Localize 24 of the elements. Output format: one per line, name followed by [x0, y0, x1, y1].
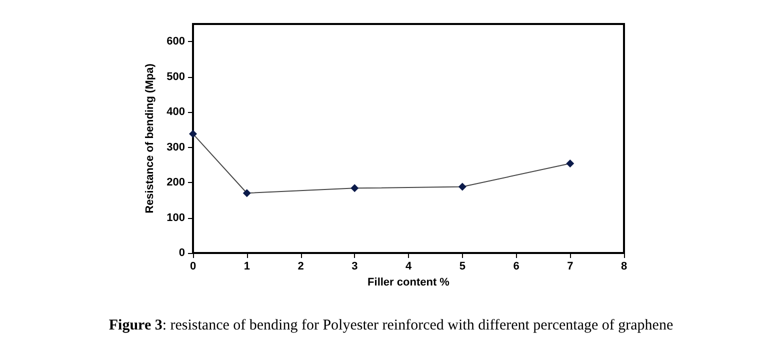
point — [458, 182, 466, 191]
y-tick-label: 300 — [166, 141, 185, 154]
y-tick-label: 200 — [166, 176, 185, 189]
y-tick-label: 0 — [178, 247, 185, 259]
y-axis-title: Resistance of bending (Mpa) — [144, 63, 156, 214]
x-axis-title: Filler content % — [368, 276, 450, 288]
x-tick-label: 4 — [405, 260, 412, 272]
x-tick-label: 1 — [244, 260, 250, 272]
x-tick-label: 8 — [620, 260, 628, 272]
point — [242, 189, 251, 198]
y-tick-label: 500 — [166, 70, 185, 83]
point — [189, 130, 197, 138]
x-tick-label: 6 — [513, 260, 520, 272]
x-tick-label: 5 — [459, 260, 466, 272]
y-tick-label: 100 — [166, 212, 185, 224]
x-tick-label: 7 — [567, 260, 574, 272]
point — [566, 160, 574, 168]
text: Figure 3: resistance of bending for Polyester reinforced with different percentage of graphene — [108, 318, 674, 334]
y-tick-label: 600 — [166, 36, 185, 48]
x-tick-label: 3 — [352, 260, 358, 272]
x-tick-label: 2 — [298, 260, 304, 272]
point — [350, 184, 359, 192]
y-tick-label: 400 — [166, 106, 185, 118]
x-tick-label: 0 — [190, 260, 196, 272]
